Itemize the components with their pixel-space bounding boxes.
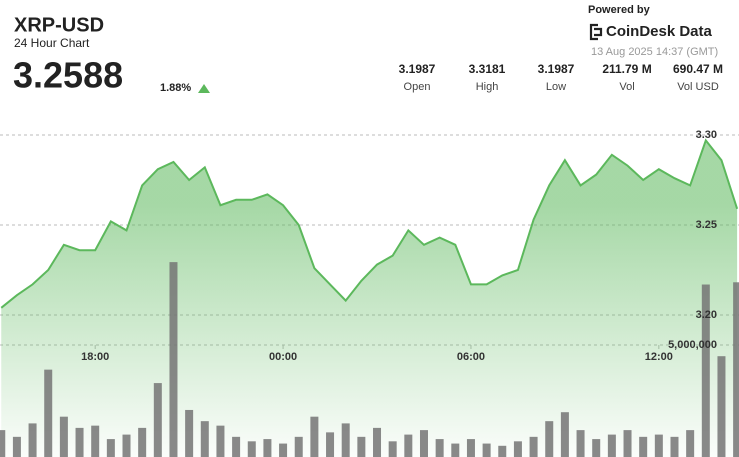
volume-bar xyxy=(623,430,632,457)
volume-bar xyxy=(686,430,695,457)
volume-bar xyxy=(670,436,679,457)
volume-bar xyxy=(169,262,178,457)
volume-bar xyxy=(341,423,350,457)
volume-bar xyxy=(654,434,663,457)
plot: 3.20 3.25 3.30 18:00 00:00 06:00 12:005,000,00… xyxy=(0,129,739,457)
volume-bar xyxy=(388,441,397,457)
brand-logo xyxy=(589,23,603,41)
stat-value: 3.3181 xyxy=(469,62,506,76)
volume-bar xyxy=(310,416,319,457)
volume-bar xyxy=(592,439,601,457)
up-arrow xyxy=(198,84,210,93)
volume-bar xyxy=(482,443,491,457)
y-tick-label: 3.30 xyxy=(696,129,717,141)
stats: 3.1987 Open 3.3181 High 3.1987 Low 211.79 M Vol… xyxy=(399,62,723,93)
volume-bar xyxy=(28,423,37,457)
price: 3.2588 xyxy=(13,55,123,96)
volume-bar xyxy=(279,443,288,457)
subtitle: 24 Hour Chart xyxy=(14,36,90,50)
ticks-layer: 3.20 3.25 3.30 18:00 00:00 06:00 12:005,000,00… xyxy=(81,129,717,363)
volume-bar xyxy=(185,409,194,457)
bars-layer xyxy=(0,262,739,457)
change: 1.88% xyxy=(160,82,191,94)
x-tick-label: 00:00 xyxy=(269,351,297,363)
volume-bar xyxy=(419,430,428,457)
volume-bar xyxy=(263,439,272,457)
powered-by: Powered by xyxy=(588,4,651,16)
volume-bar xyxy=(357,436,366,457)
stat-label: Open xyxy=(404,81,431,93)
volume-bar xyxy=(404,434,413,457)
area-layer xyxy=(0,138,739,457)
title: XRP-USD xyxy=(14,14,104,36)
y-tick-label: 3.20 xyxy=(696,309,717,321)
x-tick-label: 12:00 xyxy=(645,351,673,363)
y-tick-label: 5,000,000 xyxy=(668,339,717,351)
volume-bar xyxy=(733,282,739,457)
volume-bar xyxy=(607,434,616,457)
volume-bar xyxy=(513,441,522,457)
volume-bar xyxy=(717,356,726,457)
volume-bar xyxy=(576,430,585,457)
volume-bar xyxy=(373,427,382,457)
brand: CoinDesk Data xyxy=(606,23,713,40)
x-tick-label: 06:00 xyxy=(457,351,485,363)
volume-bar xyxy=(232,436,241,457)
y-tick-label: 3.25 xyxy=(696,219,717,231)
stat-label: Low xyxy=(546,81,566,93)
stat-value: 3.1987 xyxy=(538,62,575,76)
price-area xyxy=(1,140,738,457)
volume-bar xyxy=(122,434,131,457)
volume-bar xyxy=(153,383,162,457)
volume-bar xyxy=(75,427,84,457)
timestamp: 13 Aug 2025 14:37 (GMT) xyxy=(591,46,718,58)
price-line xyxy=(0,138,739,309)
stat-label: Vol USD xyxy=(677,81,719,93)
stat-label: High xyxy=(476,81,499,93)
volume-bar xyxy=(200,421,209,457)
volume-bar xyxy=(138,427,147,457)
volume-bar xyxy=(451,443,460,457)
volume-bar xyxy=(435,439,444,457)
volume-bar xyxy=(0,430,6,457)
stat-label: Vol xyxy=(619,81,634,93)
volume-bar xyxy=(498,445,507,457)
x-tick-label: 18:00 xyxy=(81,351,109,363)
volume-bar xyxy=(466,439,475,457)
stat-value: 690.47 M xyxy=(673,62,723,76)
volume-bar xyxy=(529,436,538,457)
volume-bar xyxy=(91,425,100,457)
volume-bar xyxy=(247,441,256,457)
volume-bar xyxy=(216,425,225,457)
volume-bar xyxy=(44,369,53,457)
volume-bar xyxy=(545,421,554,457)
volume-bar xyxy=(326,432,335,457)
volume-bar xyxy=(560,412,569,457)
volume-bar xyxy=(639,436,648,457)
volume-bar xyxy=(106,439,115,457)
volume-bar xyxy=(59,416,68,457)
stat-value: 211.79 M xyxy=(602,62,651,76)
volume-bar xyxy=(12,436,21,457)
volume-bar xyxy=(701,284,710,457)
stat-value: 3.1987 xyxy=(399,62,436,76)
volume-bar xyxy=(294,436,303,457)
